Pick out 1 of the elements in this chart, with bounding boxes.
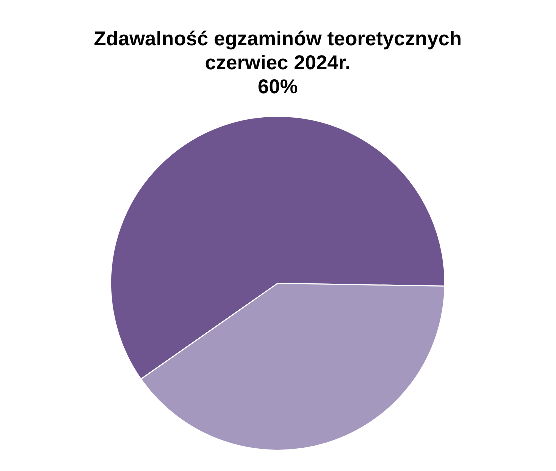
chart-title: Zdawalność egzaminów teoretycznych czerwiec 2024r. 60% [94, 28, 462, 99]
